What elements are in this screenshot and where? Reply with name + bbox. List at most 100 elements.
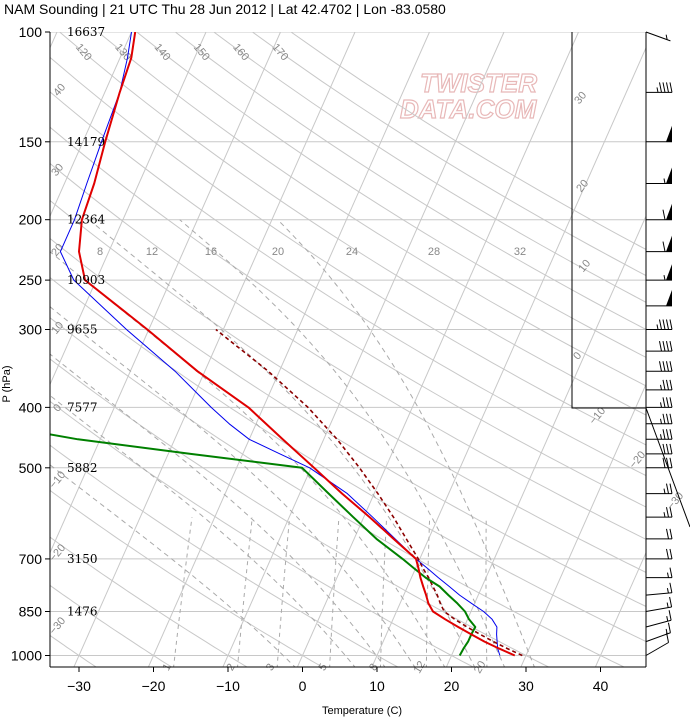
mixing-ratio-line (173, 517, 193, 667)
y-tick-label: 100 (19, 24, 43, 40)
dry-adiabat (97, 32, 646, 387)
moist-adiabat (50, 464, 296, 667)
height-label: 16637 (67, 25, 105, 39)
height-label: 3150 (67, 552, 98, 566)
wind-barb (645, 610, 672, 628)
wind-barb (646, 361, 673, 372)
isotherm-line (73, 32, 356, 667)
watermark: TWISTER DATA.COM (399, 67, 538, 124)
wind-barb (646, 413, 673, 425)
x-tick-label: −20 (142, 678, 166, 694)
virtual-temperature-profile (59, 32, 501, 656)
mixing-ratio-line (485, 517, 488, 667)
x-tick-label: 30 (518, 678, 534, 694)
isotherm-line (147, 32, 430, 667)
dry-adiabat-label: 160 (230, 42, 251, 64)
height-label: 1476 (67, 604, 98, 618)
isotherm-isobar-grid (50, 32, 646, 667)
dry-adiabat (50, 199, 646, 573)
y-axis-label: P (hPa) (1, 365, 13, 402)
moist-adiabat (277, 219, 535, 667)
dry-adiabat (290, 32, 646, 251)
wind-barb (646, 457, 673, 469)
isotherm-label: 0 (51, 402, 64, 414)
wind-barb (646, 319, 673, 330)
dry-adiabat (50, 444, 399, 667)
x-axis-label: Temperature (C) (322, 705, 402, 717)
wind-barb (646, 125, 672, 143)
moist-adiabat-label: 32 (514, 246, 526, 258)
isotherm-label: 20 (574, 178, 591, 195)
wind-barb (646, 379, 673, 391)
isotherm-line (371, 46, 646, 667)
sounding-profiles (50, 32, 523, 657)
wind-barb (646, 264, 672, 281)
moist-adiabat-label: 20 (272, 246, 284, 258)
wind-barb (645, 582, 673, 596)
dry-adiabat (174, 32, 646, 331)
y-tick-label: 400 (19, 399, 43, 415)
wind-barb (646, 507, 673, 518)
wind-barb (646, 82, 673, 93)
moist-adiabat-label: 24 (346, 246, 358, 258)
wind-barb (646, 203, 672, 221)
height-label: 14179 (67, 135, 105, 149)
dry-adiabat (213, 32, 646, 303)
dry-adiabat (59, 32, 646, 416)
dry-adiabat (50, 489, 324, 667)
isotherm-line (445, 214, 646, 667)
height-label: 10903 (67, 273, 105, 287)
moist-adiabat-label: 28 (428, 246, 440, 258)
dry-adiabat (50, 634, 97, 667)
y-tick-label: 300 (19, 321, 43, 337)
y-tick-label: 150 (19, 134, 43, 150)
wind-panel-outline (571, 32, 690, 528)
wind-barb (646, 528, 673, 540)
height-label: 9655 (67, 322, 98, 336)
y-tick-label: 1000 (11, 648, 42, 664)
wind-barb (646, 548, 673, 560)
wind-barb (646, 289, 672, 307)
height-labels: 16637 14179 12364 10903 9655 7577 5882 3150 1476 (67, 25, 106, 618)
wind-barb (645, 31, 671, 42)
wind-barb (645, 632, 670, 656)
isotherm-line (50, 32, 58, 50)
mixing-ratio-line (425, 517, 431, 667)
isotherm-line (50, 32, 207, 386)
x-tick-label: −30 (67, 678, 91, 694)
moist-adiabat (50, 394, 356, 667)
isotherm-label: 30 (572, 90, 589, 107)
mixing-ratio-line (329, 517, 340, 667)
isotherm-line (50, 32, 132, 218)
chart-title: NAM Sounding | 21 UTC Thu 28 Jun 2012 | … (4, 1, 446, 17)
dry-adiabat (50, 358, 550, 667)
dry-adiabat (50, 400, 475, 667)
isotherm-line (296, 32, 579, 667)
dry-adiabat-label: 140 (152, 42, 173, 64)
dry-adiabat-lines (50, 32, 646, 667)
isotherm-line (50, 32, 281, 554)
x-tick-label: 0 (299, 678, 307, 694)
wind-barb (645, 596, 673, 612)
isotherm-label: 10 (49, 320, 66, 337)
wind-barb (646, 341, 673, 352)
watermark-line1: TWISTER (420, 68, 537, 98)
isotherm-label: 40 (51, 82, 68, 99)
y-tick-label: 200 (19, 212, 43, 228)
dry-adiabat (136, 32, 646, 358)
moist-adiabat-label: 8 (97, 246, 103, 258)
height-label: 12364 (67, 213, 106, 227)
mixing-ratio-line (379, 517, 388, 667)
wind-barb (646, 397, 673, 408)
moist-adiabat (50, 306, 416, 667)
wind-barb (646, 429, 673, 440)
dry-adiabat (50, 237, 646, 608)
dry-adiabat (50, 317, 626, 667)
mixing-ratio-lines (173, 517, 488, 667)
wind-barb (646, 443, 673, 455)
dry-adiabat (50, 126, 646, 508)
isotherm-line (594, 551, 646, 667)
wind-barb (646, 235, 672, 253)
